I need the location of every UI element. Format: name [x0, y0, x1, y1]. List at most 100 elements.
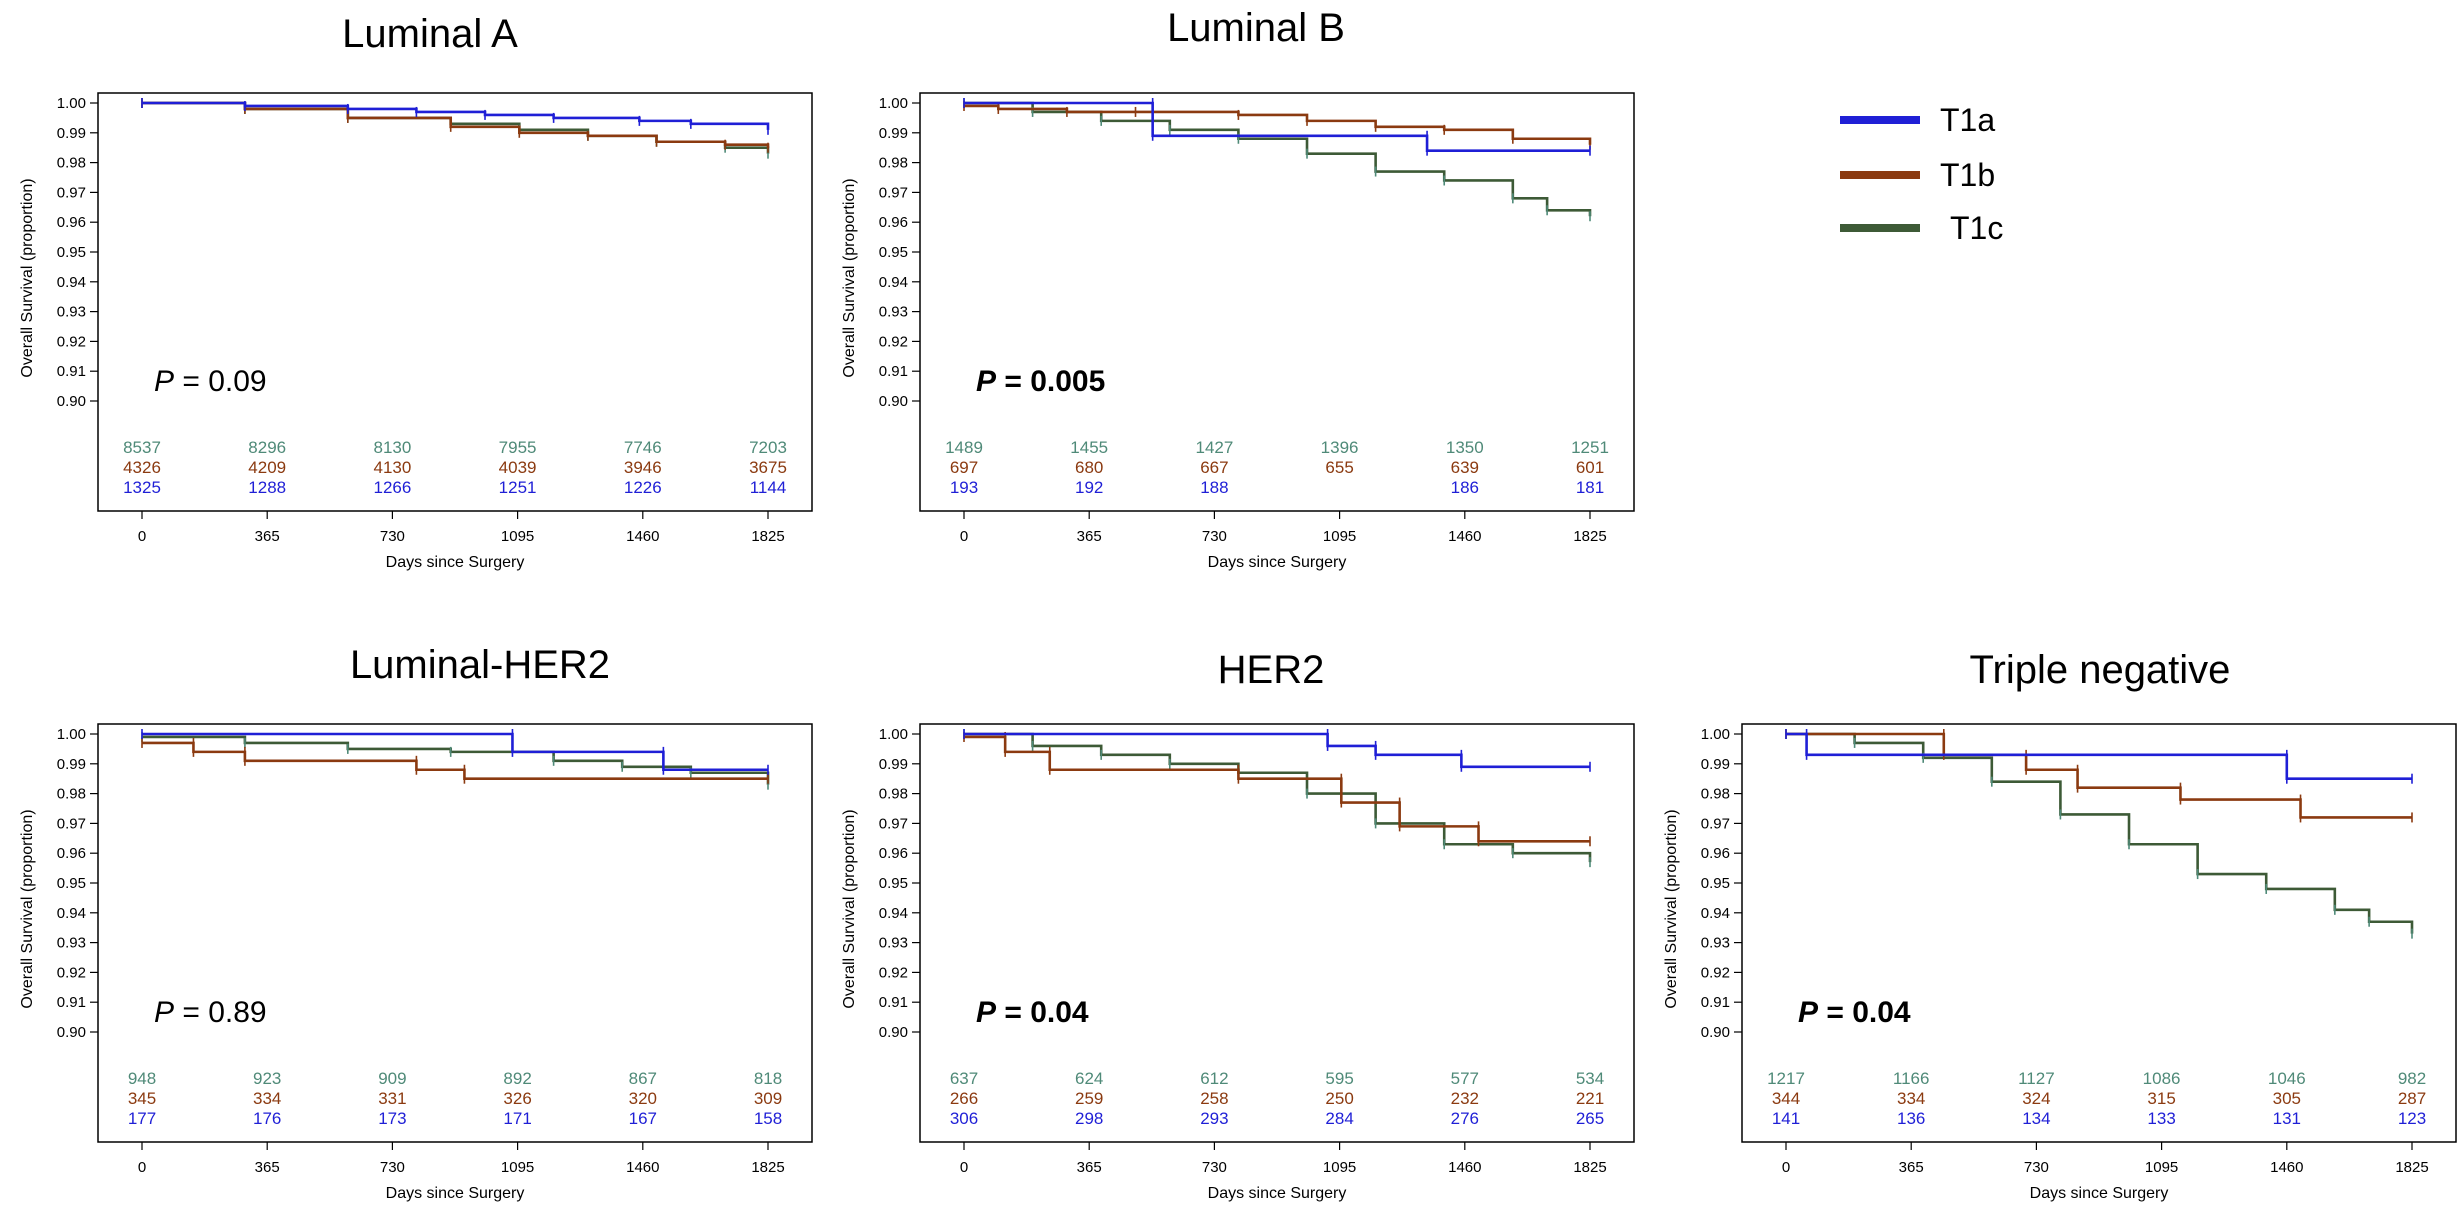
y-tick-label: 0.91 — [1701, 994, 1730, 1011]
at-risk-t1a: 141 — [1772, 1109, 1800, 1128]
at-risk-t1b: 221 — [1576, 1089, 1604, 1108]
at-risk-t1c: 1127 — [2018, 1069, 2055, 1088]
at-risk-t1c: 1489 — [945, 438, 983, 457]
at-risk-t1a: 177 — [128, 1109, 156, 1128]
at-risk-t1a: 284 — [1325, 1109, 1353, 1128]
at-risk-t1a: 134 — [2022, 1109, 2050, 1128]
at-risk-t1a: 276 — [1451, 1109, 1479, 1128]
panel-title-her2: HER2 — [1217, 648, 1325, 692]
at-risk-t1c: 909 — [378, 1069, 406, 1088]
x-tick-label: 1095 — [501, 528, 534, 545]
x-tick-label: 730 — [380, 1159, 405, 1176]
at-risk-t1c: 612 — [1200, 1069, 1228, 1088]
at-risk-t1b: 4039 — [499, 458, 537, 477]
y-tick-label: 0.93 — [57, 935, 86, 952]
y-tick-label: 0.90 — [57, 393, 86, 410]
at-risk-t1a: 167 — [629, 1109, 657, 1128]
y-tick-label: 0.96 — [879, 214, 908, 231]
at-risk-t1c: 982 — [2398, 1069, 2426, 1088]
x-tick-label: 1095 — [1323, 1159, 1356, 1176]
y-tick-label: 0.94 — [879, 905, 908, 922]
p-value: P = 0.09 — [154, 365, 267, 398]
at-risk-t1b: 3946 — [624, 458, 662, 477]
y-tick-label: 0.97 — [57, 815, 86, 832]
at-risk-t1a: 265 — [1576, 1109, 1604, 1128]
km-curve-t1a — [964, 101, 1590, 152]
y-tick-label: 0.92 — [1701, 964, 1730, 981]
legend-swatch-t1b — [1840, 171, 1920, 179]
km-curve-t1a — [142, 732, 768, 772]
y-tick-label: 0.90 — [879, 1024, 908, 1041]
panel-title-luminal-her2: Luminal-HER2 — [349, 643, 611, 687]
x-tick-label: 365 — [1077, 1159, 1102, 1176]
at-risk-t1b: 4326 — [123, 458, 161, 477]
at-risk-t1c: 1427 — [1195, 438, 1233, 457]
km-curve-t1c — [142, 101, 770, 154]
panel-title-triple-negative: Triple negative — [1969, 648, 2231, 692]
y-tick-label: 0.94 — [879, 274, 908, 291]
legend-swatch-t1a — [1840, 116, 1920, 124]
y-tick-label: 0.94 — [1701, 905, 1730, 922]
at-risk-t1a: 123 — [2398, 1109, 2426, 1128]
at-risk-t1c: 923 — [253, 1069, 281, 1088]
at-risk-t1b: 309 — [754, 1089, 782, 1108]
at-risk-t1b: 266 — [950, 1089, 978, 1108]
at-risk-t1b: 655 — [1325, 458, 1353, 477]
y-axis-label: Overall Survival (proportion) — [1663, 809, 1680, 1008]
y-tick-label: 0.96 — [57, 845, 86, 862]
at-risk-t1c: 8537 — [123, 438, 161, 457]
at-risk-t1b: 232 — [1451, 1089, 1479, 1108]
at-risk-t1c: 1217 — [1767, 1069, 1805, 1088]
at-risk-t1b: 667 — [1200, 458, 1228, 477]
at-risk-t1c: 867 — [629, 1069, 657, 1088]
x-tick-label: 1825 — [1573, 528, 1606, 545]
y-tick-label: 0.95 — [1701, 875, 1730, 892]
y-axis-label: Overall Survival (proportion) — [841, 178, 858, 377]
at-risk-t1a: 306 — [950, 1109, 978, 1128]
plot-frame — [919, 723, 1635, 1143]
y-tick-label: 0.99 — [57, 125, 86, 142]
at-risk-t1c: 1166 — [1893, 1069, 1930, 1088]
x-axis-label: Days since Surgery — [1208, 1185, 1347, 1202]
p-value: P = 0.04 — [1798, 996, 1911, 1029]
at-risk-t1a: 188 — [1200, 478, 1228, 497]
y-tick-label: 0.91 — [879, 363, 908, 380]
y-tick-label: 0.91 — [57, 363, 86, 380]
km-curve-t1c — [964, 101, 1592, 217]
at-risk-t1b: 258 — [1200, 1089, 1228, 1108]
plot-frame — [97, 723, 813, 1143]
y-tick-label: 0.96 — [1701, 845, 1730, 862]
km-panel-4: 0.90 0.91 0.92 0.93 0.94 0.95 0.96 0.97 0.98 0.99… — [1663, 723, 2457, 1202]
at-risk-t1a: 186 — [1451, 478, 1479, 497]
x-tick-label: 0 — [138, 1159, 146, 1176]
x-tick-label: 1095 — [501, 1159, 534, 1176]
km-curve-t1b — [142, 741, 768, 780]
y-tick-label: 0.92 — [57, 333, 86, 350]
at-risk-t1c: 948 — [128, 1069, 156, 1088]
p-value: P = 0.89 — [154, 996, 267, 1029]
at-risk-t1b: 334 — [253, 1089, 281, 1108]
y-tick-label: 0.92 — [879, 964, 908, 981]
y-tick-label: 0.99 — [1701, 756, 1730, 773]
legend-label-t1a: T1a — [1940, 102, 1996, 138]
at-risk-t1a: 1251 — [499, 478, 537, 497]
at-risk-t1c: 1046 — [2268, 1069, 2306, 1088]
km-panel-3: 0.90 0.91 0.92 0.93 0.94 0.95 0.96 0.97 0.98 0.99… — [841, 723, 1635, 1202]
x-tick-label: 1460 — [2270, 1159, 2303, 1176]
plot-frame — [919, 92, 1635, 512]
x-tick-label: 1825 — [751, 528, 784, 545]
at-risk-t1b: 250 — [1325, 1089, 1353, 1108]
at-risk-t1b: 326 — [503, 1089, 531, 1108]
x-tick-label: 0 — [138, 528, 146, 545]
y-tick-label: 1.00 — [57, 726, 86, 743]
y-tick-label: 0.90 — [1701, 1024, 1730, 1041]
x-tick-label: 730 — [380, 528, 405, 545]
y-tick-label: 0.95 — [879, 875, 908, 892]
panel-title-luminal-b: Luminal B — [1167, 6, 1345, 50]
x-tick-label: 0 — [960, 1159, 968, 1176]
at-risk-t1a: 171 — [503, 1109, 531, 1128]
x-tick-label: 1460 — [626, 1159, 659, 1176]
x-axis-label: Days since Surgery — [386, 554, 525, 571]
at-risk-t1c: 8296 — [248, 438, 286, 457]
at-risk-t1c: 7955 — [499, 438, 537, 457]
